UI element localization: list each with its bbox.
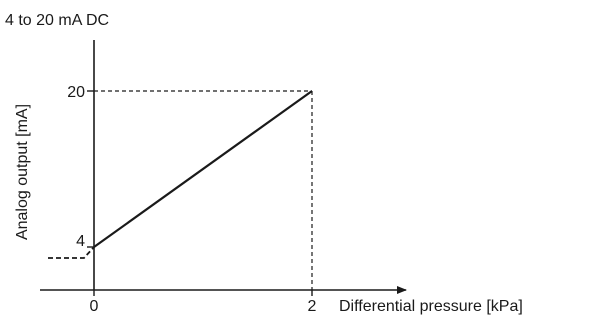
y-tick-label: 4 <box>76 233 85 250</box>
x-tick-label: 0 <box>90 298 99 315</box>
y-tick-label: 20 <box>67 84 85 101</box>
y-axis-label: Analog output [mA] <box>14 104 31 240</box>
x-tick-label: 2 <box>308 298 317 315</box>
x-axis-label: Differential pressure [kPa] <box>339 298 523 315</box>
chart-title: 4 to 20 mA DC <box>5 12 109 29</box>
series-line <box>93 90 313 248</box>
lead-in-line <box>48 246 95 259</box>
chart-marks: 4 20 0 2 <box>48 84 317 315</box>
